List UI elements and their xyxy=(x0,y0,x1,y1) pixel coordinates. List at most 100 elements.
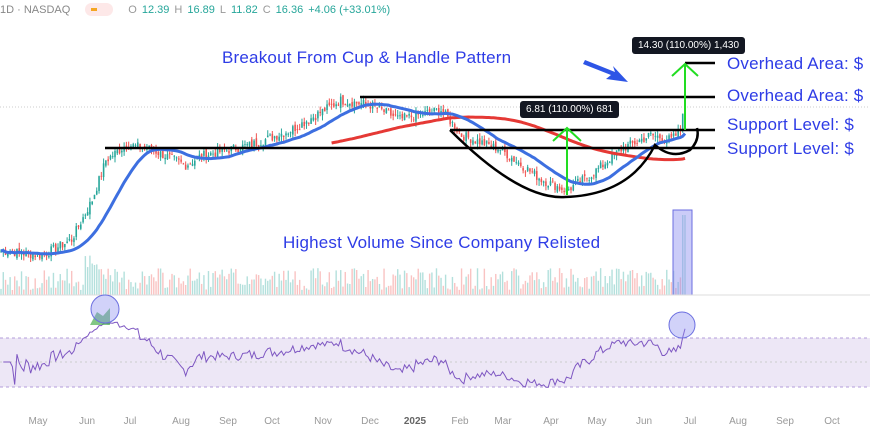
x-tick-label: Oct xyxy=(824,416,840,427)
volume-bar xyxy=(333,286,335,295)
volume-bar xyxy=(255,274,258,295)
candle xyxy=(458,130,461,133)
volume-bar xyxy=(526,282,529,295)
candle xyxy=(647,133,650,137)
volume-bar xyxy=(164,287,166,295)
candle xyxy=(168,152,171,155)
candle xyxy=(162,148,164,159)
candle xyxy=(567,189,570,190)
volume-bar xyxy=(91,263,93,295)
candle xyxy=(139,144,141,149)
volume-bar xyxy=(444,274,447,295)
volume-bar xyxy=(159,268,162,295)
candle xyxy=(310,118,312,124)
volume-bar xyxy=(684,215,686,295)
volume-bar xyxy=(351,268,353,295)
volume-bar xyxy=(497,279,499,295)
candle xyxy=(191,163,194,166)
volume-bar xyxy=(387,285,390,295)
volume-bar xyxy=(9,277,11,295)
volume-bar xyxy=(682,215,684,295)
volume-bar xyxy=(326,282,328,295)
volume-bar xyxy=(499,274,502,295)
candle xyxy=(244,144,246,146)
candle xyxy=(479,138,481,145)
volume-bar xyxy=(162,272,164,295)
volume-bar xyxy=(520,288,522,295)
volume-bar xyxy=(574,281,577,295)
x-tick-label: May xyxy=(28,416,48,427)
status-badge xyxy=(85,3,114,16)
volume-bar xyxy=(360,276,362,295)
candle xyxy=(659,134,661,139)
candle xyxy=(606,162,609,166)
volume-bar xyxy=(36,288,39,295)
volume-bar xyxy=(52,272,55,295)
candle xyxy=(159,151,162,158)
volume-bar xyxy=(371,278,374,295)
volume-bar xyxy=(203,275,205,295)
volume-bar xyxy=(210,286,212,295)
candle xyxy=(510,157,513,162)
volume-bar xyxy=(194,280,196,295)
candle xyxy=(330,103,333,105)
candle xyxy=(102,163,105,178)
candle xyxy=(570,187,572,191)
candle xyxy=(463,136,465,141)
cup-handle-curve xyxy=(449,127,699,199)
x-tick-label: Jul xyxy=(123,416,137,427)
candle xyxy=(48,256,50,258)
volume-bar xyxy=(289,282,292,295)
volume-bar xyxy=(155,281,157,295)
volume-bar xyxy=(271,275,274,295)
candle xyxy=(253,140,255,147)
candle xyxy=(91,201,93,205)
candle xyxy=(260,145,262,147)
x-tick-label: 2025 xyxy=(403,416,427,427)
volume-bar xyxy=(358,278,360,295)
volume-bar xyxy=(125,289,128,295)
volume-bar xyxy=(476,268,479,295)
candle xyxy=(114,150,116,158)
measure-label-2: 14.30 (110.00%) 1,430 xyxy=(632,37,746,54)
volume-bar xyxy=(43,270,46,295)
volume-bar xyxy=(223,276,226,295)
candle xyxy=(474,141,477,144)
candle xyxy=(273,136,276,139)
candle xyxy=(529,168,531,172)
candle xyxy=(289,132,292,134)
candle xyxy=(317,111,319,119)
volume-bar xyxy=(98,269,100,295)
candle xyxy=(608,162,611,164)
volume-bar xyxy=(506,280,508,295)
candle xyxy=(353,101,356,109)
volume-bar xyxy=(378,284,381,295)
candle xyxy=(672,133,675,137)
ma200-line xyxy=(331,115,686,162)
candle xyxy=(228,150,230,154)
volume-bar xyxy=(369,281,372,295)
candle xyxy=(515,161,518,163)
volume-bar xyxy=(61,280,64,295)
candle xyxy=(269,134,271,136)
volume-bar xyxy=(48,276,50,295)
volume-bar xyxy=(337,280,340,295)
volume-bar xyxy=(481,288,483,295)
candle xyxy=(513,156,515,162)
candle xyxy=(469,139,472,143)
volume-bar xyxy=(232,272,235,295)
candle xyxy=(7,253,9,257)
volume-bar xyxy=(355,269,358,295)
volume-bar xyxy=(399,274,401,295)
candle xyxy=(520,162,522,166)
candle xyxy=(392,113,394,116)
volume-bar xyxy=(353,268,356,295)
candle xyxy=(638,140,641,143)
x-tick-label: Jun xyxy=(635,416,653,427)
candle xyxy=(583,174,586,177)
volume-bar xyxy=(454,282,456,295)
volume-bar xyxy=(579,286,581,295)
volume-bar xyxy=(182,281,185,295)
